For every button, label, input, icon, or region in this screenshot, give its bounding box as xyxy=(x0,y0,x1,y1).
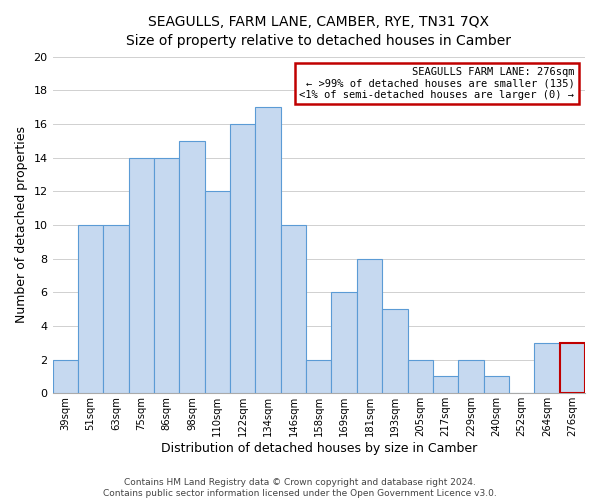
Bar xyxy=(103,225,128,394)
Text: Contains HM Land Registry data © Crown copyright and database right 2024.
Contai: Contains HM Land Registry data © Crown c… xyxy=(103,478,497,498)
Bar xyxy=(484,376,509,394)
Bar xyxy=(458,360,484,394)
Bar xyxy=(230,124,256,394)
Bar xyxy=(331,292,357,394)
Bar xyxy=(357,258,382,394)
Bar xyxy=(306,360,331,394)
Bar xyxy=(560,343,585,394)
Bar xyxy=(128,158,154,394)
Title: SEAGULLS, FARM LANE, CAMBER, RYE, TN31 7QX
Size of property relative to detached: SEAGULLS, FARM LANE, CAMBER, RYE, TN31 7… xyxy=(126,15,511,48)
Bar xyxy=(154,158,179,394)
Bar xyxy=(53,360,78,394)
Bar xyxy=(382,309,407,394)
Text: SEAGULLS FARM LANE: 276sqm
← >99% of detached houses are smaller (135)
<1% of se: SEAGULLS FARM LANE: 276sqm ← >99% of det… xyxy=(299,66,574,100)
X-axis label: Distribution of detached houses by size in Camber: Distribution of detached houses by size … xyxy=(161,442,477,455)
Bar xyxy=(256,107,281,394)
Bar xyxy=(179,141,205,394)
Y-axis label: Number of detached properties: Number of detached properties xyxy=(15,126,28,324)
Bar xyxy=(534,343,560,394)
Bar xyxy=(281,225,306,394)
Bar xyxy=(433,376,458,394)
Bar xyxy=(205,192,230,394)
Bar xyxy=(78,225,103,394)
Bar xyxy=(407,360,433,394)
